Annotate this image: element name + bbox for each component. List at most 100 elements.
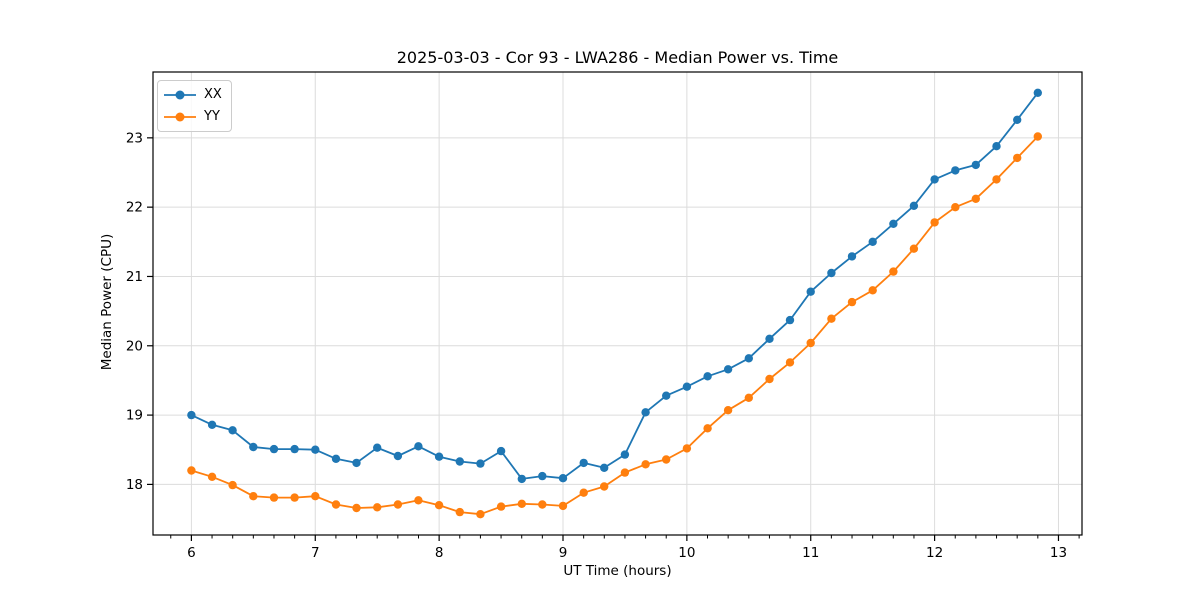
x-tick-label: 13 <box>1050 545 1067 561</box>
chart-title: 2025-03-03 - Cor 93 - LWA286 - Median Po… <box>396 48 839 67</box>
series-yy-marker <box>785 358 795 367</box>
series-xx-marker <box>600 463 609 472</box>
series-yy-marker <box>496 502 506 511</box>
series-yy-marker <box>517 499 526 508</box>
series-xx-marker <box>682 382 692 391</box>
series-xx-marker <box>662 391 671 400</box>
y-tick-label: 22 <box>126 200 143 216</box>
series-xx-line <box>190 91 1039 480</box>
series-yy-marker <box>641 460 650 469</box>
y-tick-label: 19 <box>126 408 143 424</box>
legend-item-yy: YY <box>163 107 222 127</box>
series-yy-marker <box>269 493 279 502</box>
y-tick-label: 21 <box>126 269 143 285</box>
series-xx-marker <box>744 354 753 363</box>
series-xx-marker <box>723 365 733 374</box>
series-yy-marker <box>868 286 877 295</box>
series-yy-marker <box>331 500 341 509</box>
legend-line-marker-xx <box>164 90 196 100</box>
y-tick-label: 20 <box>126 338 143 354</box>
ticks: 6 7 8 9 10 11 12 13 18 19 20 21 22 23 <box>126 130 1080 561</box>
legend: XX YY <box>157 80 232 132</box>
series-xx-marker <box>703 372 712 381</box>
series-yy-marker <box>847 297 857 307</box>
series-xx <box>187 88 1043 484</box>
series-yy-marker <box>703 424 712 433</box>
series-xx-marker <box>517 474 526 484</box>
series-xx-marker <box>207 420 217 429</box>
series-xx-marker <box>414 442 423 451</box>
series-xx-marker <box>930 175 939 184</box>
series-yy-marker <box>682 444 692 453</box>
series-yy-marker <box>290 493 299 502</box>
y-axis-label: Median Power (CPU) <box>99 233 115 371</box>
series-xx-marker <box>889 219 898 228</box>
gridlines <box>153 72 1082 535</box>
x-tick-label: 10 <box>678 545 695 561</box>
x-tick-label: 8 <box>435 545 444 561</box>
series-yy-marker <box>373 503 382 512</box>
series-xx-marker <box>620 450 630 459</box>
series-xx-marker <box>951 166 960 175</box>
series-yy-marker <box>228 480 237 490</box>
series-xx-marker <box>311 445 320 454</box>
series-yy-marker <box>393 500 403 509</box>
series-xx-marker <box>187 410 196 420</box>
series-xx-marker <box>393 451 403 461</box>
series-yy-marker <box>207 472 217 481</box>
series-yy-marker <box>723 406 733 415</box>
legend-item-xx: XX <box>163 85 222 105</box>
x-tick-label: 12 <box>926 545 943 561</box>
series-yy-marker <box>620 468 630 477</box>
series-yy-marker <box>971 194 980 203</box>
series-yy <box>187 132 1043 519</box>
series-xx-marker <box>228 426 237 435</box>
series-xx-marker <box>455 457 464 466</box>
series-xx-marker <box>806 287 815 296</box>
series-yy-marker <box>951 203 960 212</box>
series-xx-marker <box>909 201 919 210</box>
series-yy-marker <box>909 244 919 253</box>
x-tick-label: 6 <box>187 545 196 561</box>
series-xx-marker <box>765 334 774 343</box>
series-yy-line <box>190 135 1039 516</box>
series-xx-marker <box>434 452 444 461</box>
series-yy-marker <box>187 466 196 475</box>
x-tick-label: 9 <box>559 545 568 561</box>
y-tick-label: 23 <box>126 130 143 146</box>
series-xx-marker <box>641 408 650 417</box>
series-xx-marker <box>290 444 299 454</box>
series-yy-marker <box>476 510 485 519</box>
series-xx-marker <box>868 237 877 246</box>
series-yy-marker <box>889 267 898 276</box>
series-xx-marker <box>1013 115 1022 125</box>
series-yy-marker <box>455 507 464 517</box>
series-xx-marker <box>1033 88 1043 98</box>
series-xx-marker <box>992 142 1001 151</box>
series-yy-marker <box>930 218 939 227</box>
series-xx-marker <box>331 454 341 463</box>
series-yy-marker <box>558 501 568 511</box>
legend-label-yy: YY <box>204 109 220 124</box>
series-yy-marker <box>538 500 547 509</box>
series-xx-marker <box>373 443 382 452</box>
x-axis-label: UT Time (hours) <box>563 563 672 579</box>
series-yy-marker <box>352 503 361 513</box>
series-xx-marker <box>249 442 258 452</box>
series-xx-marker <box>538 471 547 481</box>
series-yy-marker <box>249 492 258 501</box>
series-xx-marker <box>827 268 836 278</box>
series-yy-marker <box>414 496 423 505</box>
series-yy-marker <box>600 482 609 491</box>
series-yy-marker <box>827 314 836 323</box>
series-xx-marker <box>847 252 857 261</box>
series-xx-marker <box>971 160 980 170</box>
y-tick-label: 18 <box>126 477 143 493</box>
series-xx-marker <box>496 446 506 456</box>
axes-frame <box>152 71 1083 536</box>
series-yy-marker <box>311 492 320 501</box>
series-xx-marker <box>558 474 568 483</box>
series-yy-marker <box>579 488 588 497</box>
